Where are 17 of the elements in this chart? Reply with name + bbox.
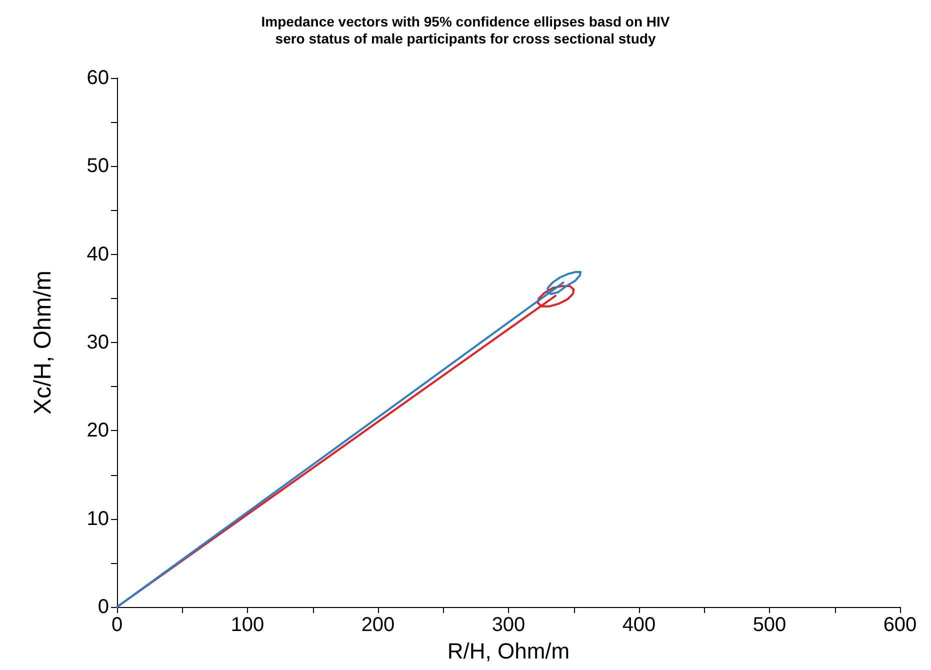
x-tick-label: 200 bbox=[361, 614, 395, 636]
y-axis-title: Xc/H, Ohm/m bbox=[30, 270, 56, 415]
y-tick-label: 0 bbox=[98, 596, 109, 618]
y-tick-label: 60 bbox=[86, 67, 109, 89]
x-tick-label: 600 bbox=[883, 614, 917, 636]
x-axis-title: R/H, Ohm/m bbox=[447, 638, 570, 664]
x-tick-label: 400 bbox=[622, 614, 656, 636]
x-tick-label: 0 bbox=[111, 614, 123, 636]
x-tick-label: 300 bbox=[492, 614, 526, 636]
x-tick-label: 500 bbox=[752, 614, 786, 636]
y-tick-label: 50 bbox=[86, 155, 109, 178]
y-tick-label: 20 bbox=[86, 420, 109, 442]
chart-title: Impedance vectors with 95% confidence ellipses basd on HIV sero status of male participants for cross sectional study bbox=[261, 14, 670, 46]
y-tick-label: 30 bbox=[86, 332, 109, 354]
x-tick-label: 100 bbox=[230, 614, 264, 636]
y-tick-label: 10 bbox=[86, 508, 109, 530]
y-tick-label: 40 bbox=[86, 243, 109, 266]
